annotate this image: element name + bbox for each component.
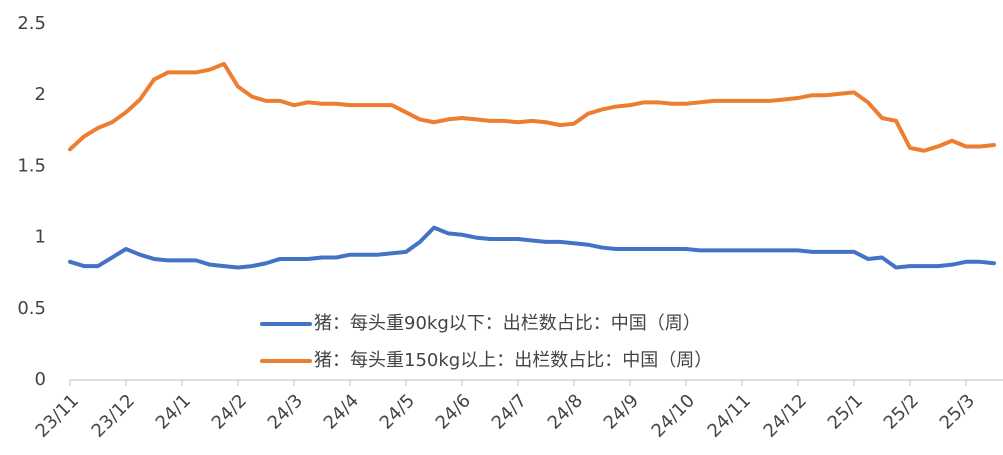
x-tick-label: 25/1 bbox=[824, 390, 867, 433]
y-tick-label: 2 bbox=[35, 84, 46, 105]
legend-label: 猪：每头重150kg以上：出栏数占比：中国（周） bbox=[314, 350, 712, 371]
x-tick-label: 24/6 bbox=[432, 390, 475, 433]
series-line bbox=[68, 61, 996, 153]
x-tick-label: 24/7 bbox=[488, 390, 531, 433]
x-tick-label: 25/2 bbox=[880, 390, 923, 433]
y-tick-label: 1.5 bbox=[17, 155, 46, 176]
series-line bbox=[68, 225, 996, 270]
y-tick-label: 1 bbox=[35, 227, 46, 248]
x-tick-label: 23/11 bbox=[32, 390, 84, 442]
x-tick-label: 24/4 bbox=[320, 390, 363, 433]
x-tick-label: 23/12 bbox=[88, 390, 140, 442]
x-tick-label: 24/10 bbox=[648, 390, 700, 442]
x-tick-label: 24/12 bbox=[760, 390, 812, 442]
x-tick-label: 24/8 bbox=[544, 390, 587, 433]
y-tick-label: 2.5 bbox=[17, 13, 46, 34]
y-tick-label: 0 bbox=[35, 369, 46, 390]
x-tick-label: 24/3 bbox=[264, 390, 307, 433]
legend-label: 猪：每头重90kg以下：出栏数占比：中国（周） bbox=[314, 313, 701, 334]
x-tick-label: 24/2 bbox=[208, 390, 251, 433]
x-tick-label: 24/5 bbox=[376, 390, 419, 433]
x-tick-label: 25/3 bbox=[936, 390, 979, 433]
x-tick-label: 24/1 bbox=[152, 390, 195, 433]
x-tick-label: 24/11 bbox=[704, 390, 756, 442]
y-tick-label: 0.5 bbox=[17, 298, 46, 319]
x-tick-label: 24/9 bbox=[600, 390, 643, 433]
